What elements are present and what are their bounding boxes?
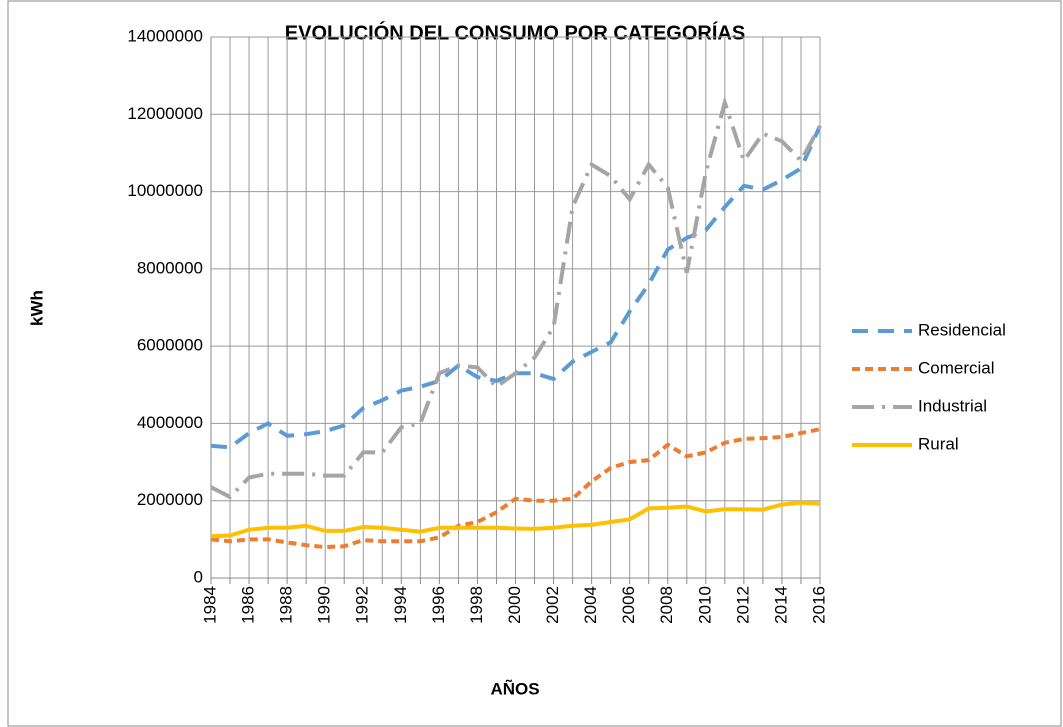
y-tick-label: 8000000 — [137, 258, 203, 277]
x-tick-label: 2016 — [809, 586, 828, 624]
x-tick-label: 2008 — [657, 586, 676, 624]
x-tick-label: 1986 — [239, 586, 258, 624]
y-tick-label: 12000000 — [127, 104, 203, 123]
x-tick-label: 1992 — [353, 586, 372, 624]
x-tick-label: 2010 — [695, 586, 714, 624]
series-line — [210, 427, 821, 550]
x-tick-label: 1988 — [277, 586, 296, 624]
x-tick-label: 2006 — [619, 586, 638, 624]
y-axis-label: kWh — [27, 290, 46, 326]
y-tick-label: 2000000 — [137, 490, 203, 509]
series-line — [210, 500, 821, 539]
x-tick-label: 2000 — [505, 586, 524, 624]
legend-label: Residencial — [918, 320, 1006, 339]
legend-label: Industrial — [918, 396, 987, 415]
x-tick-label: 1984 — [200, 586, 219, 624]
x-tick-label: 1996 — [429, 586, 448, 624]
x-tick-label: 2004 — [581, 586, 600, 624]
x-axis-label: AÑOS — [490, 678, 539, 698]
x-tick-label: 2002 — [543, 586, 562, 624]
legend-label: Rural — [918, 434, 959, 453]
y-tick-label: 4000000 — [137, 413, 203, 432]
series-line — [210, 95, 822, 500]
x-tick-label: 1998 — [467, 586, 486, 624]
y-tick-label: 10000000 — [127, 181, 203, 200]
legend-label: Comercial — [918, 358, 995, 377]
x-tick-label: 2012 — [733, 586, 752, 624]
y-tick-label: 14000000 — [127, 26, 203, 45]
x-tick-label: 1994 — [391, 586, 410, 624]
x-tick-label: 1990 — [315, 586, 334, 624]
x-tick-label: 2014 — [771, 586, 790, 624]
y-tick-label: 6000000 — [137, 336, 203, 355]
y-tick-label: 0 — [194, 567, 203, 586]
